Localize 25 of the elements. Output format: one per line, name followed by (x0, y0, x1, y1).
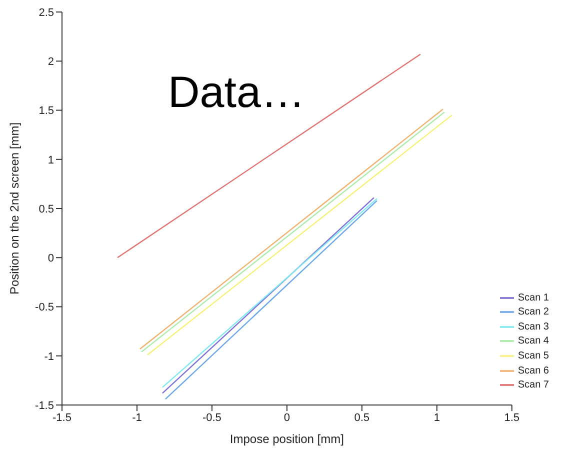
y-tick-label: 0 (48, 252, 54, 265)
x-tick-label: -0.5 (202, 412, 222, 424)
x-tick-label: -1 (132, 412, 142, 424)
legend-label: Scan 3 (518, 321, 549, 332)
y-axis-title: Position on the 2nd screen [mm] (7, 122, 22, 295)
y-tick-label: -1 (44, 350, 54, 363)
y-tick-label: 1 (48, 154, 54, 166)
legend-label: Scan 1 (518, 292, 549, 304)
legend-label: Scan 6 (518, 365, 549, 376)
y-tick-label: -0.5 (35, 302, 54, 314)
annotation: Data… (168, 68, 305, 118)
y-tick-label: -1.5 (35, 400, 54, 412)
legend-label: Scan 2 (518, 306, 549, 318)
y-tick-label: 2.5 (38, 6, 54, 19)
legend-label: Scan 7 (518, 380, 549, 391)
y-tick-label: 2 (48, 56, 54, 68)
y-tick-label: 0.5 (38, 203, 54, 216)
legend-label: Scan 4 (518, 336, 549, 348)
x-tick-label: 1 (434, 412, 440, 424)
x-tick-label: 0.5 (354, 412, 370, 424)
x-tick-label: 0 (284, 412, 290, 424)
x-axis-title: Impose position [mm] (230, 432, 344, 446)
y-tick-label: 1.5 (38, 105, 54, 118)
x-tick-label: 1.5 (504, 412, 520, 424)
legend-label: Scan 5 (518, 350, 549, 362)
